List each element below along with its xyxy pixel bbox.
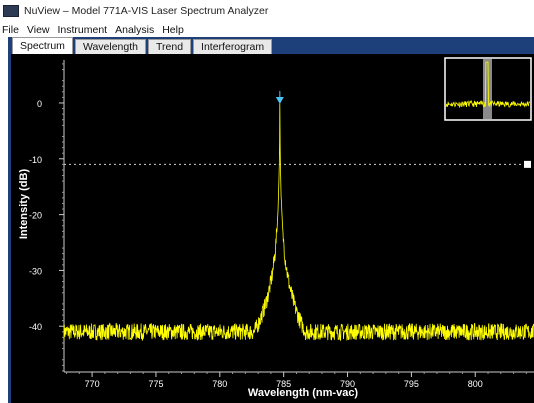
overview-inset[interactable] <box>444 57 532 121</box>
inset-highlight <box>483 59 492 119</box>
y-tick-label: -10 <box>29 155 42 165</box>
menu-analysis[interactable]: Analysis <box>115 23 155 36</box>
tab-wavelength[interactable]: Wavelength <box>74 39 146 54</box>
tab-bar: Spectrum Wavelength Trend Interferogram <box>8 37 534 54</box>
tab-spectrum[interactable]: Spectrum <box>12 37 73 54</box>
tab-interferogram[interactable]: Interferogram <box>193 39 273 54</box>
x-tick-label: 780 <box>212 379 227 389</box>
y-axis-label: Intensity (dB) <box>18 169 30 240</box>
x-axis-ticks: 770 775 780 785 790 795 800 <box>85 372 483 389</box>
x-axis-label: Wavelength (nm-vac) <box>248 387 359 399</box>
x-tick-label: 785 <box>276 379 291 389</box>
menu-view[interactable]: View <box>26 23 50 36</box>
peak-marker-arrow <box>275 96 284 104</box>
menu-file[interactable]: File <box>2 23 19 36</box>
menu-help[interactable]: Help <box>162 23 184 36</box>
y-axis-ticks: 0 -10 -20 -30 -40 <box>29 99 64 332</box>
y-tick-label: 0 <box>37 99 42 109</box>
app-icon <box>3 5 19 17</box>
threshold-handle[interactable] <box>524 160 531 168</box>
menu-bar: File View Instrument Analysis Help <box>0 22 534 37</box>
peak-marker[interactable] <box>275 90 284 104</box>
window-title: NuView – Model 771A-VIS Laser Spectrum A… <box>24 5 269 17</box>
spectrum-plot[interactable]: 0 -10 -20 -30 -40 770 775 780 785 790 795 800 Inte… <box>11 54 534 403</box>
x-tick-label: 770 <box>85 379 100 389</box>
menu-instrument[interactable]: Instrument <box>57 23 108 36</box>
x-tick-label: 795 <box>404 379 419 389</box>
spectrum-trace <box>63 102 534 342</box>
y-tick-label: -20 <box>29 211 42 221</box>
inset-trace <box>445 61 531 109</box>
spectrum-chart[interactable]: 0 -10 -20 -30 -40 770 775 780 785 790 795 800 Inte… <box>11 54 534 403</box>
x-tick-label: 800 <box>468 379 483 389</box>
y-tick-label: -30 <box>29 266 42 276</box>
x-tick-label: 775 <box>148 379 163 389</box>
x-tick-label: 790 <box>340 379 355 389</box>
tab-trend[interactable]: Trend <box>148 39 192 54</box>
title-bar: NuView – Model 771A-VIS Laser Spectrum A… <box>0 0 534 22</box>
y-tick-label: -40 <box>29 322 42 332</box>
minor-ticks <box>62 63 527 374</box>
